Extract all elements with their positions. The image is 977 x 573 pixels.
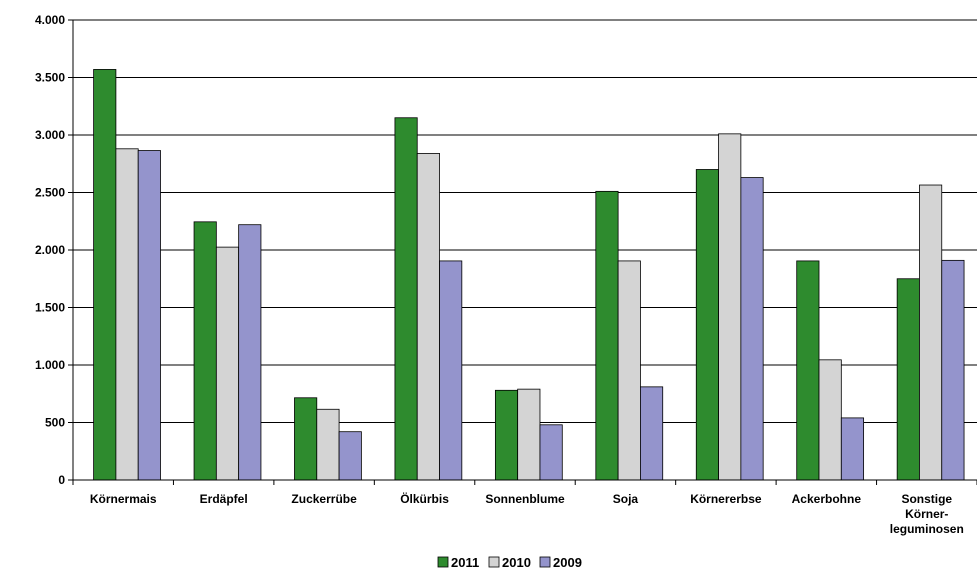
bar-2009: [539, 424, 563, 481]
bar-2011: [595, 190, 619, 481]
legend-label-2010: 2010: [502, 555, 531, 570]
y-tick-label: 2.500: [35, 186, 65, 200]
bar-2011: [394, 117, 418, 481]
y-tick-label: 1.500: [35, 301, 65, 315]
bar-2010: [517, 388, 541, 481]
x-tick-label: Körnermais: [90, 492, 157, 506]
legend-label-2011: 2011: [451, 555, 479, 570]
bar-2011: [193, 221, 217, 481]
legend: 2011 2010 2009: [437, 555, 582, 570]
y-axis: 0 500 1.000 1.500 2.000 2.500 3.000 3.500 4.000: [35, 13, 74, 487]
bar-2009: [338, 431, 362, 481]
bar-2010: [316, 408, 340, 481]
legend-swatch-2010: [488, 556, 500, 568]
x-tick-label: Sonstige Körner-leguminosen: [890, 492, 964, 536]
y-tick-label: 4.000: [35, 13, 65, 27]
x-tick-label: Erdäpfel: [200, 492, 248, 506]
bar-2009: [840, 417, 865, 481]
x-tick-label: Ölkürbis: [400, 491, 449, 506]
x-axis: Körnermais Erdäpfel Zuckerrübe Ölkürbis Sonn…: [72, 479, 977, 536]
bar-2011: [93, 69, 117, 481]
y-tick-label: 500: [45, 416, 65, 430]
bars: [93, 69, 965, 481]
bar-2010: [718, 133, 742, 481]
y-tick-label: 2.000: [35, 243, 65, 257]
bar-2011: [294, 397, 318, 481]
bar-2010: [215, 246, 240, 481]
y-tick-label: 1.000: [35, 358, 65, 372]
bar-2009: [740, 177, 764, 481]
bar-2009: [137, 150, 161, 481]
x-tick-label: Sonnenblume: [485, 492, 565, 506]
bar-2010: [416, 152, 440, 481]
bar-2009: [640, 386, 664, 481]
x-tick-label: Körnererbse: [690, 492, 762, 506]
bar-2011: [896, 278, 920, 481]
bar-2011: [695, 169, 719, 481]
bar-2010: [115, 148, 139, 481]
bar-2009: [238, 224, 262, 481]
bar-2010: [818, 359, 842, 481]
bar-2011: [494, 389, 519, 481]
bar-2010: [617, 260, 641, 481]
x-tick-label: Zuckerrübe: [291, 492, 357, 506]
y-tick-label: 3.000: [35, 128, 65, 142]
legend-swatch-2011: [437, 556, 449, 568]
bar-2010: [919, 184, 943, 481]
bar-2009: [439, 260, 463, 481]
x-tick-label: Ackerbohne: [792, 492, 862, 506]
legend-label-2009: 2009: [553, 555, 582, 570]
bar-2009: [941, 259, 965, 481]
y-tick-label: 3.500: [35, 71, 65, 85]
bar-2011: [796, 260, 820, 481]
y-tick-label: 0: [58, 473, 65, 487]
legend-swatch-2009: [539, 556, 551, 568]
x-tick-label: Soja: [613, 492, 639, 506]
